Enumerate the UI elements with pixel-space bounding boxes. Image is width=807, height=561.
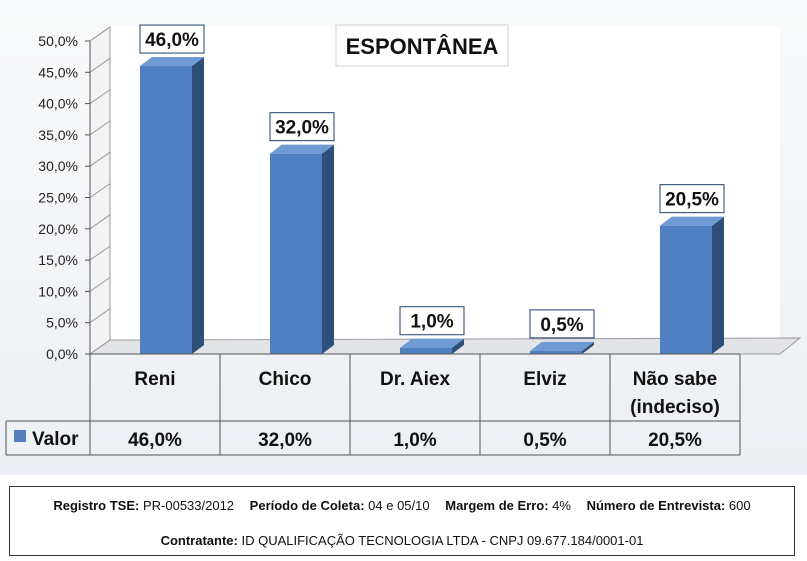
y-tick-label: 20,0%: [38, 221, 78, 237]
chart-title-text: ESPONTÂNEA: [346, 34, 499, 59]
category-label: (indeciso): [630, 397, 720, 418]
bar-label-box: [659, 184, 725, 214]
bar-2: [270, 144, 334, 354]
gridline-diagonal: [89, 26, 111, 42]
footer-contractor-label: Contratante:: [160, 533, 238, 548]
bar-5: [660, 216, 724, 354]
bar-top: [660, 216, 724, 226]
footer-period-label: Período de Coleta:: [249, 498, 365, 513]
bar-label-box: [529, 309, 595, 339]
bar-3: [400, 338, 464, 354]
bar-1: [140, 57, 204, 354]
gridline-diagonal: [89, 57, 111, 73]
bars: [140, 57, 724, 354]
gridline-diagonal: [89, 276, 111, 292]
footer-interviews-label: Número de Entrevista:: [586, 498, 726, 513]
footer-contractor-line: Contratante: ID QUALIFICAÇÃO TECNOLOGIA …: [10, 533, 794, 548]
survey-footer: Registro TSE: PR-00533/2012 Período de C…: [9, 486, 795, 556]
bar-side: [452, 338, 464, 354]
bar-top: [400, 338, 464, 348]
bar-front: [270, 153, 322, 354]
bar-side: [712, 216, 724, 354]
category-label: Não sabe: [633, 369, 717, 390]
gridlines: [85, 26, 111, 355]
chart-title: ESPONTÂNEA: [335, 24, 509, 67]
table-value-cell: 46,0%: [128, 430, 182, 451]
bar-label-box: [399, 306, 465, 336]
bar-side: [192, 57, 204, 354]
y-axis-ticks: 0,0% 5,0% 10,0% 15,0% 20,0% 25,0% 30,0% 35,0% 40…: [38, 33, 78, 362]
y-tick-label: 10,0%: [38, 283, 78, 299]
category-label: Reni: [134, 369, 175, 390]
table-value-cell: 0,5%: [523, 430, 566, 451]
bar-top: [140, 57, 204, 67]
category-label: Elviz: [523, 369, 566, 390]
bar-chart: 0,0% 5,0% 10,0% 15,0% 20,0% 25,0% 30,0% 35,0% 40…: [5, 24, 802, 456]
gridline-diagonal: [89, 339, 111, 355]
bar-data-label: 32,0%: [275, 118, 329, 139]
table-value-cell: 20,5%: [648, 430, 702, 451]
category-label: Dr. Aiex: [380, 369, 450, 390]
bar-top: [270, 144, 334, 154]
footer-margin-value: 4%: [552, 498, 571, 513]
category-label: Chico: [259, 369, 312, 390]
bar-front: [140, 66, 192, 354]
bar-label-box: [139, 24, 205, 54]
y-tick-label: 5,0%: [46, 315, 78, 331]
footer-margin-label: Margem de Erro:: [445, 498, 549, 513]
bar-data-label: 46,0%: [145, 30, 199, 51]
title-box: [335, 24, 509, 67]
y-tick-label: 45,0%: [38, 64, 78, 80]
table-value-cell: 1,0%: [393, 430, 436, 451]
bar-data-label: 1,0%: [410, 312, 453, 333]
y-tick-label: 50,0%: [38, 33, 78, 49]
footer-interviews-value: 600: [728, 498, 751, 513]
bar-data-label: 0,5%: [540, 315, 583, 336]
legend-swatch: [14, 430, 26, 442]
series-name-label: Valor: [32, 429, 79, 450]
bar-front: [660, 225, 712, 354]
bar-front: [530, 350, 582, 354]
bar-data-labels: 46,0% 32,0% 1,0% 0,5% 20,5%: [139, 24, 725, 339]
y-tick-label: 35,0%: [38, 127, 78, 143]
y-tick-label: 30,0%: [38, 158, 78, 174]
bar-side: [582, 341, 594, 354]
bar-4: [530, 341, 594, 354]
y-tick-label: 0,0%: [46, 346, 78, 362]
gridline-diagonal: [89, 245, 111, 261]
gridline-diagonal: [89, 308, 111, 324]
gridline-diagonal: [89, 89, 111, 105]
bar-label-box: [269, 112, 335, 142]
gridline-diagonal: [89, 183, 111, 198]
data-table: Reni Chico Dr. Aiex Elviz Não sabe (indeciso)…: [5, 353, 741, 456]
chart-area: 0,0% 5,0% 10,0% 15,0% 20,0% 25,0% 30,0% 35,0% 40…: [0, 0, 807, 475]
gridline-diagonal: [89, 120, 111, 136]
bar-top: [530, 341, 594, 351]
gridline-diagonal: [89, 151, 111, 167]
footer-tse-value: PR-00533/2012: [142, 498, 235, 513]
y-tick-label: 25,0%: [38, 190, 78, 206]
footer-registration-line: Registro TSE: PR-00533/2012 Período de C…: [10, 498, 794, 513]
bar-side: [322, 144, 334, 354]
footer-period-value: 04 e 05/10: [368, 498, 430, 513]
footer-tse-label: Registro TSE:: [53, 498, 140, 513]
bar-data-label: 20,5%: [665, 190, 719, 211]
gridline-diagonal: [89, 214, 111, 230]
table-value-cell: 32,0%: [258, 430, 312, 451]
y-tick-label: 40,0%: [38, 96, 78, 112]
bar-front: [400, 347, 452, 354]
y-tick-label: 15,0%: [38, 252, 78, 268]
footer-contractor-value: ID QUALIFICAÇÃO TECNOLOGIA LTDA - CNPJ 0…: [241, 533, 644, 548]
